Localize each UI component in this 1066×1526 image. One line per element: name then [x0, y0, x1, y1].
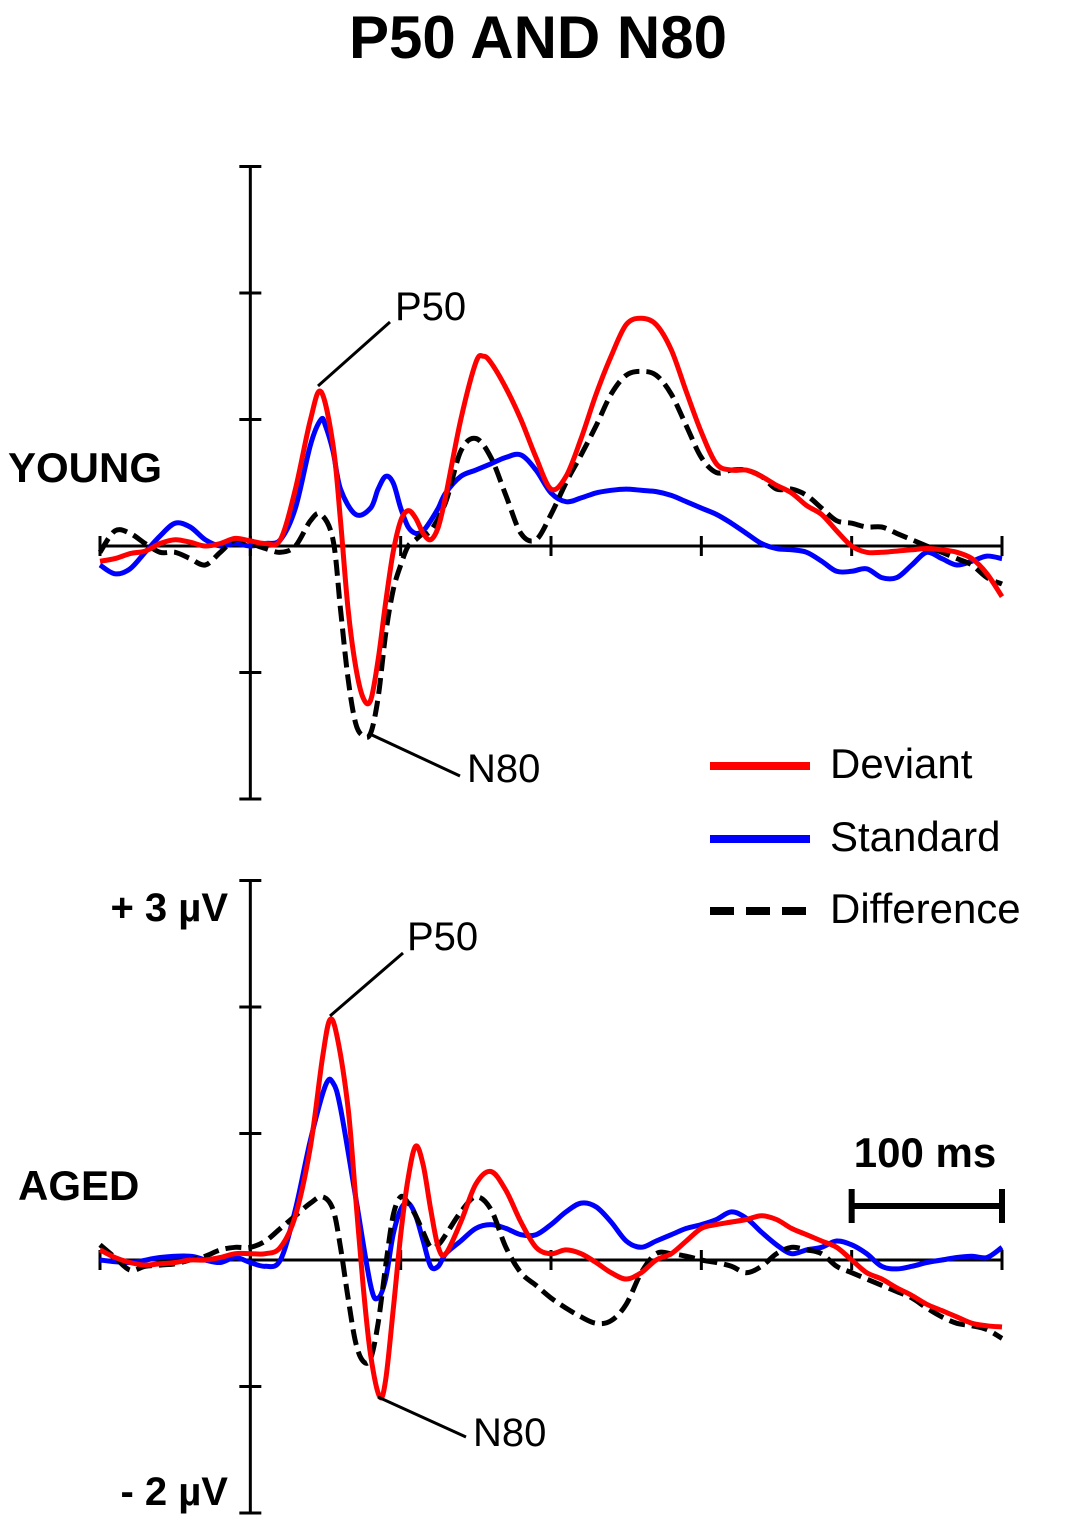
n80-label-young: N80 [467, 747, 540, 791]
panel-aged: AGED P50 N80 + 3 µV - 2 µV [18, 879, 1004, 1515]
n80-leader-aged [377, 1395, 467, 1439]
y-bottom-label: - 2 µV [120, 1470, 228, 1514]
panel-label-young: YOUNG [8, 444, 162, 491]
legend: Deviant Standard Difference [710, 740, 1021, 932]
scale-bar-label: 100 ms [854, 1129, 996, 1176]
legend-label-deviant: Deviant [830, 740, 973, 787]
series-aged [98, 1016, 1004, 1401]
series-young [97, 315, 1005, 740]
n80-label-aged: N80 [473, 1411, 546, 1455]
series-deviant-young [99, 315, 1005, 707]
series-difference-aged [98, 1193, 1004, 1366]
axes-aged [98, 879, 1004, 1515]
annotations-aged: P50 N80 [329, 915, 546, 1455]
n80-leader-young [371, 733, 461, 778]
p50-leader-young [317, 320, 391, 388]
panel-label-aged: AGED [18, 1162, 139, 1209]
time-scale-bar: 100 ms [848, 1129, 1005, 1223]
legend-label-difference: Difference [830, 885, 1021, 932]
legend-label-standard: Standard [830, 813, 1000, 860]
chart-title: P50 AND N80 [349, 4, 727, 71]
y-top-label: + 3 µV [110, 886, 228, 930]
p50-label-aged: P50 [407, 915, 478, 959]
panel-young: YOUNG P50 N80 [8, 165, 1005, 801]
annotations-young: P50 N80 [317, 285, 540, 791]
p50-leader-aged [329, 951, 404, 1018]
p50-label-young: P50 [395, 285, 466, 329]
axes-young [98, 165, 1004, 801]
series-difference-young [97, 368, 1004, 740]
series-deviant-aged [98, 1016, 1003, 1401]
